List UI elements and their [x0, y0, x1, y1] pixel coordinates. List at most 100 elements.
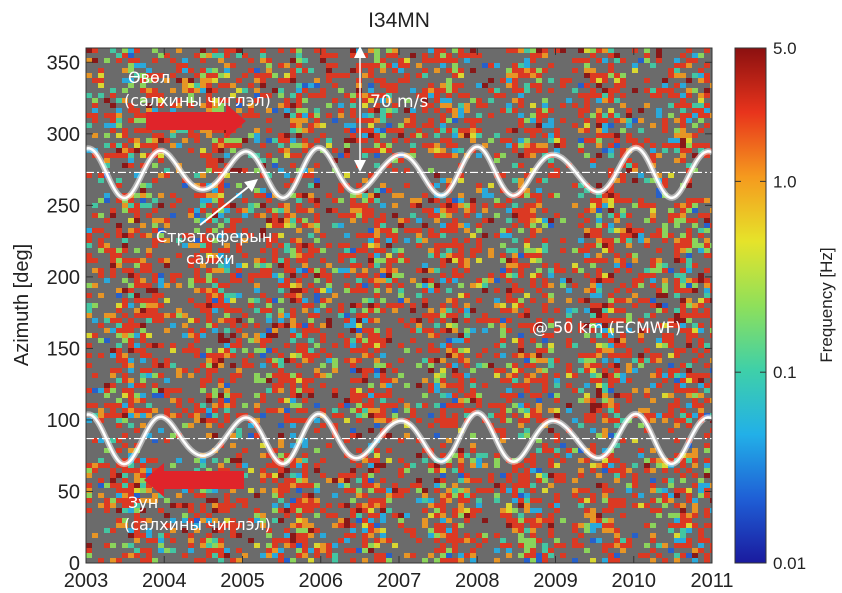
heatmap-cell — [524, 173, 530, 178]
heatmap-cell — [314, 228, 320, 233]
heatmap-cell — [620, 103, 626, 108]
heatmap-cell — [386, 488, 392, 493]
heatmap-cell — [494, 298, 500, 303]
heatmap-cell — [302, 503, 308, 508]
heatmap-cell — [224, 523, 230, 528]
heatmap-cell — [284, 378, 290, 383]
heatmap-cell — [380, 403, 386, 408]
heatmap-cell — [560, 103, 566, 108]
heatmap-cell — [434, 528, 440, 533]
heatmap-cell — [140, 508, 146, 513]
heatmap-cell — [278, 243, 284, 248]
heatmap-cell — [506, 508, 512, 513]
heatmap-cell — [524, 83, 530, 88]
heatmap-cell — [218, 193, 224, 198]
heatmap-cell — [524, 458, 530, 463]
heatmap-cell — [122, 488, 128, 493]
heatmap-cell — [110, 143, 116, 148]
heatmap-cell — [482, 538, 488, 543]
heatmap-cell — [116, 488, 122, 493]
heatmap-cell — [368, 228, 374, 233]
heatmap-cell — [110, 373, 116, 378]
heatmap-cell — [530, 338, 536, 343]
heatmap-cell — [188, 88, 194, 93]
heatmap-cell — [536, 113, 542, 118]
heatmap-cell — [698, 323, 704, 328]
heatmap-cell — [446, 98, 452, 103]
heatmap-cell — [380, 413, 386, 418]
heatmap-cell — [356, 513, 362, 518]
heatmap-cell — [218, 543, 224, 548]
heatmap-cell — [146, 373, 152, 378]
heatmap-cell — [296, 283, 302, 288]
heatmap-cell — [710, 298, 712, 303]
heatmap-cell — [416, 453, 422, 458]
heatmap-cell — [134, 513, 140, 518]
heatmap-cell — [542, 68, 548, 73]
heatmap-cell — [584, 528, 590, 533]
heatmap-cell — [686, 338, 692, 343]
heatmap-cell — [596, 58, 602, 63]
heatmap-cell — [662, 88, 668, 93]
heatmap-cell — [302, 328, 308, 333]
heatmap-cell — [404, 238, 410, 243]
heatmap-cell — [230, 83, 236, 88]
heatmap-cell — [446, 88, 452, 93]
heatmap-cell — [458, 503, 464, 508]
heatmap-cell — [530, 113, 536, 118]
heatmap-cell — [488, 218, 494, 223]
heatmap-cell — [368, 198, 374, 203]
heatmap-cell — [350, 213, 356, 218]
heatmap-cell — [620, 83, 626, 88]
heatmap-cell — [662, 143, 668, 148]
heatmap-cell — [680, 528, 686, 533]
heatmap-cell — [614, 263, 620, 268]
heatmap-cell — [302, 438, 308, 443]
heatmap-cell — [344, 338, 350, 343]
heatmap-cell — [638, 198, 644, 203]
heatmap-cell — [278, 148, 284, 153]
heatmap-cell — [452, 243, 458, 248]
heatmap-cell — [200, 233, 206, 238]
heatmap-cell — [434, 128, 440, 133]
heatmap-cell — [596, 203, 602, 208]
heatmap-cell — [332, 83, 338, 88]
heatmap-cell — [170, 88, 176, 93]
heatmap-cell — [422, 278, 428, 283]
heatmap-cell — [116, 498, 122, 503]
altitude-note: @ 50 km (ECMWF) — [532, 318, 681, 337]
heatmap-cell — [134, 428, 140, 433]
heatmap-cell — [134, 213, 140, 218]
heatmap-cell — [620, 548, 626, 553]
heatmap-cell — [320, 273, 326, 278]
heatmap-cell — [218, 558, 224, 563]
heatmap-cell — [452, 413, 458, 418]
heatmap-cell — [452, 418, 458, 423]
heatmap-cell — [254, 493, 260, 498]
heatmap-cell — [218, 303, 224, 308]
heatmap-cell — [194, 418, 200, 423]
heatmap-cell — [194, 348, 200, 353]
heatmap-cell — [260, 263, 266, 268]
heatmap-cell — [200, 333, 206, 338]
speed-scale-annotation: 70 m/s — [354, 46, 428, 172]
heatmap-cell — [356, 288, 362, 293]
heatmap-cell — [92, 318, 98, 323]
heatmap-cell — [140, 348, 146, 353]
heatmap-cell — [656, 108, 662, 113]
heatmap-cell — [662, 128, 668, 133]
heatmap-cell — [146, 368, 152, 373]
heatmap-cell — [452, 468, 458, 473]
heatmap-cell — [206, 468, 212, 473]
heatmap-cell — [302, 253, 308, 258]
heatmap-cell — [98, 178, 104, 183]
heatmap-cell — [536, 468, 542, 473]
heatmap-cell — [614, 503, 620, 508]
heatmap-cell — [434, 418, 440, 423]
heatmap-cell — [638, 298, 644, 303]
heatmap-cell — [254, 263, 260, 268]
heatmap-cell — [614, 58, 620, 63]
heatmap-cell — [680, 298, 686, 303]
heatmap-cell — [200, 238, 206, 243]
heatmap-cell — [638, 408, 644, 413]
